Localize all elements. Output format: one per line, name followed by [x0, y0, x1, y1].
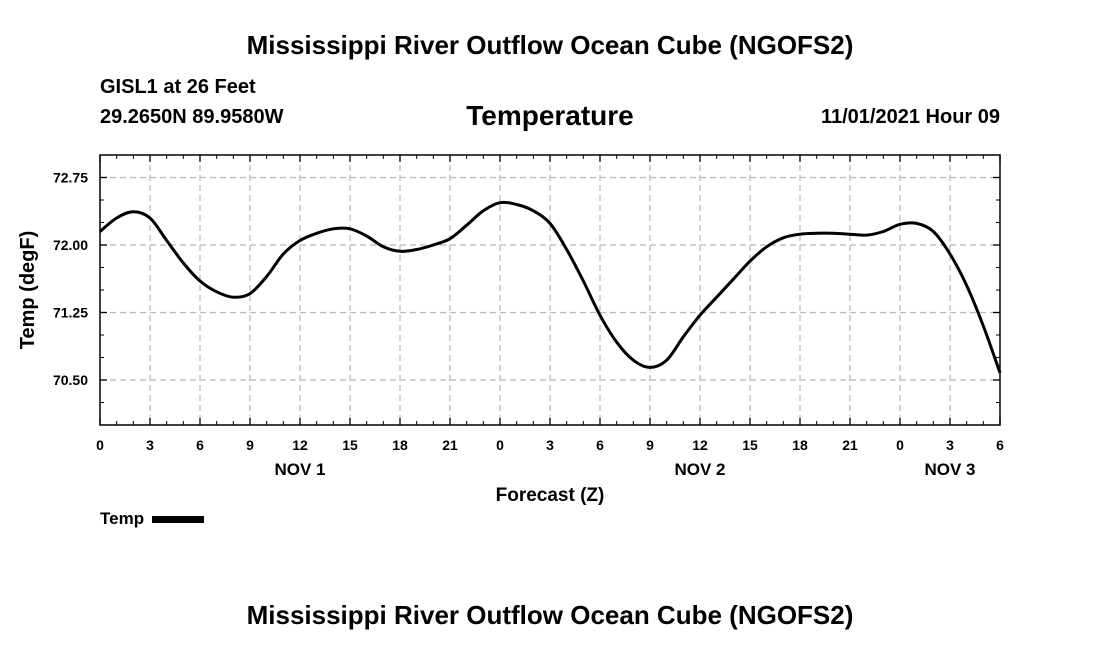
- x-tick-label: 15: [742, 437, 758, 453]
- legend-line-swatch: [152, 516, 205, 524]
- x-tick-label: 0: [896, 437, 904, 453]
- grid: [100, 155, 1000, 425]
- y-tick-label: 72.75: [53, 170, 88, 186]
- forecast-datetime: 11/01/2021 Hour 09: [820, 106, 1000, 128]
- x-tick-label: 3: [946, 437, 954, 453]
- y-axis-title: Temp (degF): [17, 231, 39, 350]
- x-tick-label: 21: [842, 437, 858, 453]
- page-title-bottom: Mississippi River Outflow Ocean Cube (NG…: [246, 600, 854, 630]
- y-tick-label: 71.25: [53, 305, 88, 321]
- x-tick-label: 3: [146, 437, 154, 453]
- y-tick-label: 72.00: [53, 237, 88, 253]
- chart-title: Temperature: [466, 100, 634, 131]
- x-tick-label: 15: [342, 437, 358, 453]
- legend: Temp: [100, 509, 205, 529]
- legend-label: Temp: [100, 509, 145, 528]
- series-layer: [99, 200, 1002, 374]
- x-tick-label: 0: [96, 437, 104, 453]
- x-tick-label: 18: [392, 437, 408, 453]
- x-tick-label: 0: [496, 437, 504, 453]
- x-tick-label: 12: [692, 437, 708, 453]
- x-tick-label: 6: [996, 437, 1004, 453]
- x-tick-label: 6: [196, 437, 204, 453]
- x-date-label: NOV 3: [924, 460, 975, 479]
- x-tick-label: 3: [546, 437, 554, 453]
- axis-ticks: [99, 155, 1001, 425]
- axis-labels: 0 3 6 9 12 15 18 21 0 3 6 9 12 15 18 21 0 3 6 70.50 71.25 72.…: [17, 170, 1004, 507]
- x-tick-label: 18: [792, 437, 808, 453]
- x-date-label: NOV 1: [274, 460, 325, 479]
- x-tick-label: 9: [646, 437, 654, 453]
- station-coordinates: 29.2650N 89.9580W: [100, 106, 284, 128]
- x-tick-label: 21: [442, 437, 458, 453]
- y-tick-label: 70.50: [53, 372, 88, 388]
- x-tick-label: 12: [292, 437, 308, 453]
- x-date-label: NOV 2: [674, 460, 725, 479]
- x-tick-label: 6: [596, 437, 604, 453]
- temp-series-line: [99, 200, 1002, 374]
- page-title: Mississippi River Outflow Ocean Cube (NG…: [246, 30, 854, 60]
- station-label: GISL1 at 26 Feet: [100, 76, 256, 98]
- x-axis-title: Forecast (Z): [496, 485, 605, 506]
- x-tick-label: 9: [246, 437, 254, 453]
